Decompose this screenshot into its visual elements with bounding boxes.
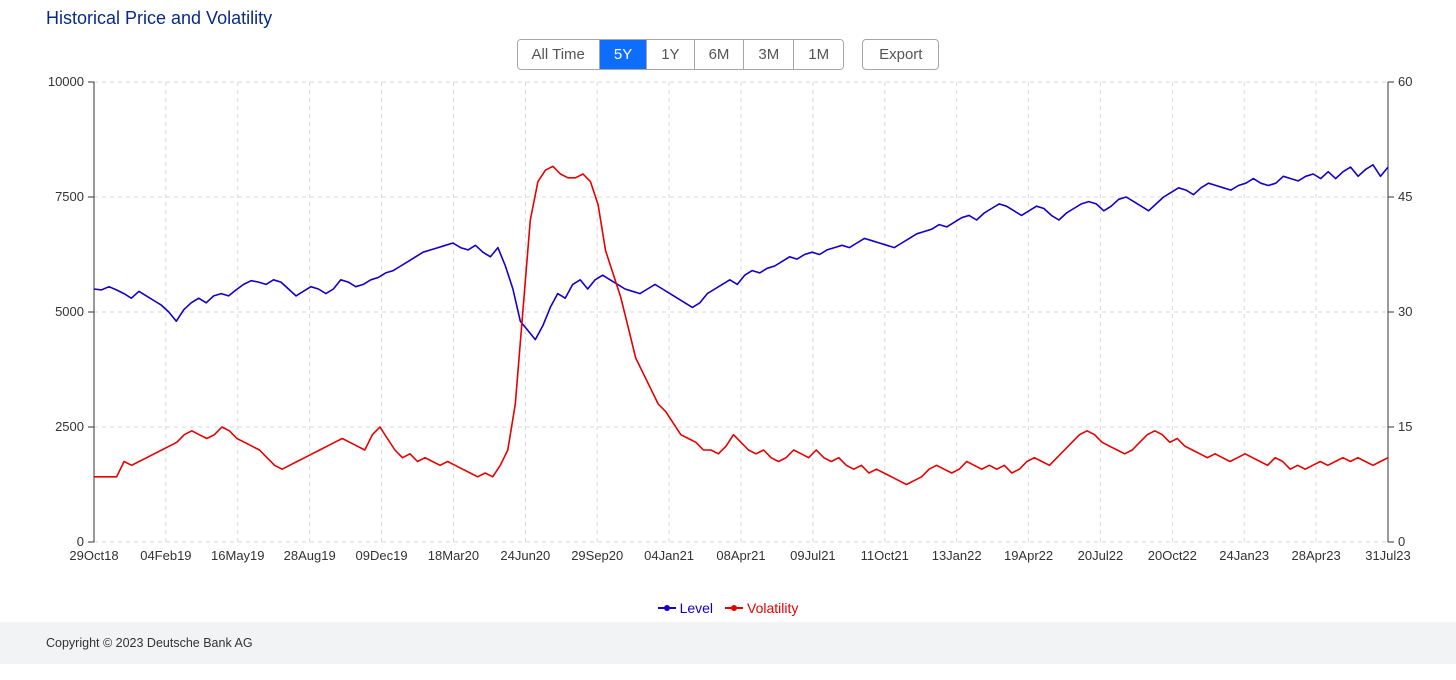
legend-item-level[interactable]: Level [658, 600, 713, 616]
svg-text:11Oct21: 11Oct21 [861, 548, 909, 563]
svg-text:28Apr23: 28Apr23 [1292, 548, 1341, 563]
range-button-1y[interactable]: 1Y [647, 40, 694, 69]
svg-text:16May19: 16May19 [211, 548, 264, 563]
svg-text:7500: 7500 [55, 189, 84, 204]
toolbar: All Time5Y1Y6M3M1M Export [0, 39, 1456, 70]
range-button-group: All Time5Y1Y6M3M1M [517, 39, 845, 70]
chart-title: Historical Price and Volatility [0, 0, 1456, 33]
svg-text:24Jun20: 24Jun20 [500, 548, 550, 563]
svg-text:2500: 2500 [55, 419, 84, 434]
svg-text:04Jan21: 04Jan21 [644, 548, 694, 563]
svg-text:0: 0 [77, 534, 84, 549]
svg-text:04Feb19: 04Feb19 [140, 548, 191, 563]
export-button[interactable]: Export [862, 39, 939, 70]
svg-text:28Aug19: 28Aug19 [284, 548, 336, 563]
copyright-footer: Copyright © 2023 Deutsche Bank AG [0, 622, 1456, 664]
svg-text:13Jan22: 13Jan22 [932, 548, 982, 563]
svg-text:30: 30 [1398, 304, 1412, 319]
svg-text:45: 45 [1398, 189, 1412, 204]
range-button-6m[interactable]: 6M [695, 40, 745, 69]
legend-item-volatility[interactable]: Volatility [725, 600, 798, 616]
legend-label: Volatility [747, 600, 798, 616]
price-volatility-chart: 0 2500 5000 7500 10000 0 15 30 45 60 29Oct18 04Feb1… [8, 72, 1448, 602]
range-button-3m[interactable]: 3M [744, 40, 794, 69]
legend-marker-icon [725, 607, 743, 609]
svg-text:19Apr22: 19Apr22 [1004, 548, 1053, 563]
svg-text:0: 0 [1398, 534, 1405, 549]
svg-text:08Apr21: 08Apr21 [716, 548, 765, 563]
range-button-1m[interactable]: 1M [794, 40, 843, 69]
svg-text:60: 60 [1398, 74, 1412, 89]
svg-text:29Sep20: 29Sep20 [571, 548, 623, 563]
range-button-all-time[interactable]: All Time [518, 40, 600, 69]
svg-text:20Jul22: 20Jul22 [1078, 548, 1124, 563]
svg-text:15: 15 [1398, 419, 1412, 434]
range-button-5y[interactable]: 5Y [600, 40, 647, 69]
svg-text:24Jan23: 24Jan23 [1219, 548, 1269, 563]
svg-text:31Jul23: 31Jul23 [1365, 548, 1411, 563]
svg-text:29Oct18: 29Oct18 [69, 548, 118, 563]
svg-text:18Mar20: 18Mar20 [428, 548, 479, 563]
legend-label: Level [680, 600, 713, 616]
svg-text:20Oct22: 20Oct22 [1148, 548, 1197, 563]
svg-text:09Jul21: 09Jul21 [790, 548, 836, 563]
svg-text:09Dec19: 09Dec19 [356, 548, 408, 563]
legend-marker-icon [658, 607, 676, 609]
svg-text:10000: 10000 [48, 74, 84, 89]
svg-text:5000: 5000 [55, 304, 84, 319]
